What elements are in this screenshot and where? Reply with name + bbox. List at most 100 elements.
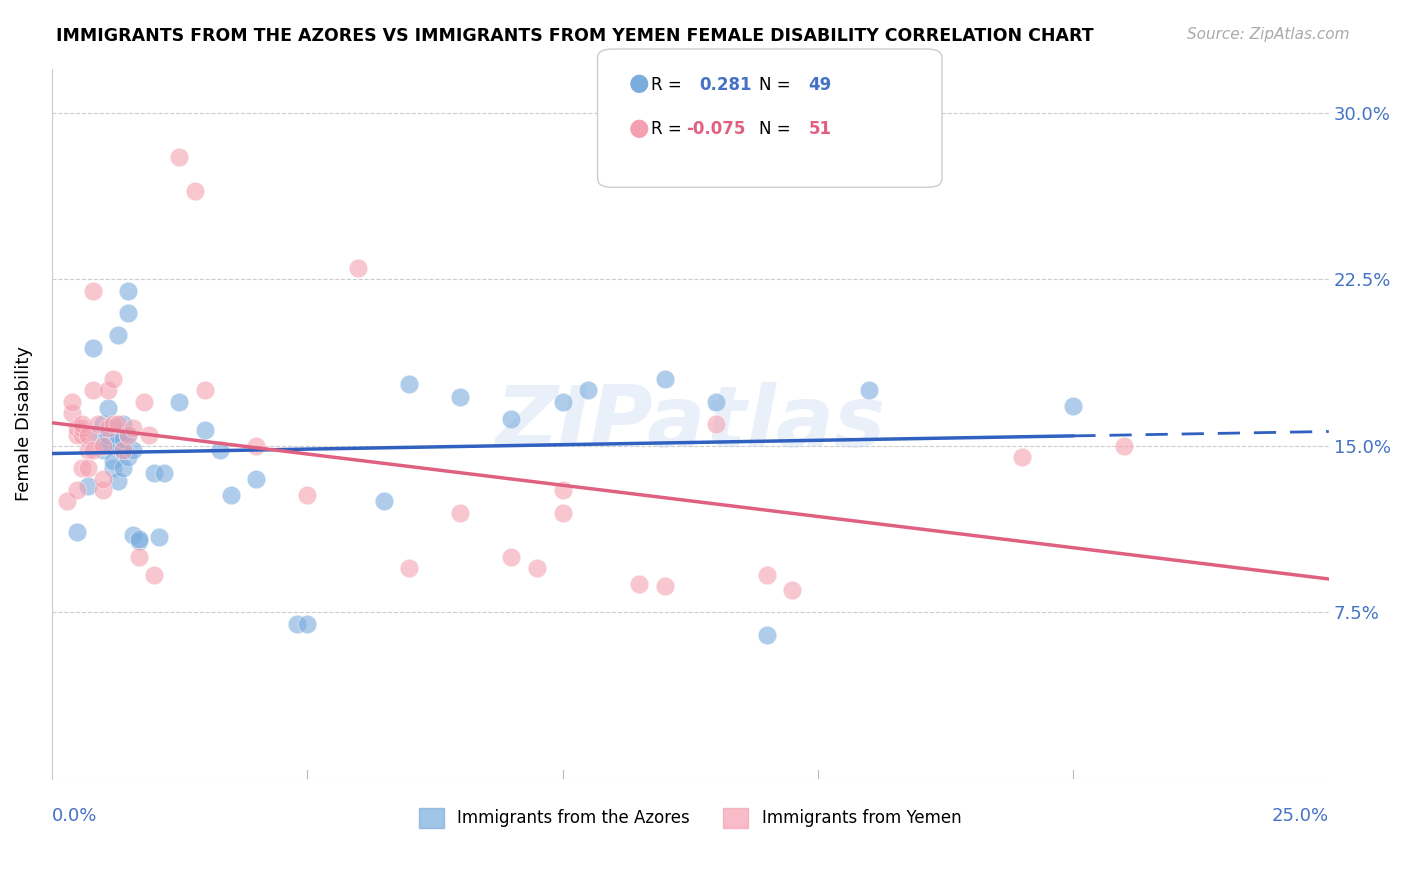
Point <box>117 427 139 442</box>
Point <box>87 427 110 442</box>
Point <box>112 443 135 458</box>
Point <box>704 417 727 431</box>
Text: ●: ● <box>628 116 650 139</box>
Point <box>107 327 129 342</box>
Text: Source: ZipAtlas.com: Source: ZipAtlas.com <box>1187 27 1350 42</box>
Point <box>97 401 120 416</box>
Point <box>209 443 232 458</box>
Point <box>169 394 191 409</box>
Point <box>551 394 574 409</box>
Point <box>91 417 114 431</box>
Point <box>858 384 880 398</box>
Point <box>112 461 135 475</box>
Point <box>755 627 778 641</box>
Point <box>87 417 110 431</box>
Point <box>184 184 207 198</box>
Point <box>782 583 804 598</box>
Point <box>576 384 599 398</box>
Point <box>82 284 104 298</box>
Point <box>72 461 94 475</box>
Point <box>112 432 135 446</box>
Point <box>66 421 89 435</box>
Point <box>101 421 124 435</box>
Point <box>128 549 150 564</box>
Point <box>101 372 124 386</box>
Point <box>245 472 267 486</box>
Point <box>122 527 145 541</box>
Point <box>551 506 574 520</box>
Point <box>654 372 676 386</box>
Point <box>526 561 548 575</box>
Point <box>1011 450 1033 464</box>
Point <box>285 616 308 631</box>
Point <box>66 483 89 498</box>
Point <box>107 439 129 453</box>
Point <box>148 530 170 544</box>
Point <box>76 461 98 475</box>
Point <box>60 406 83 420</box>
Point <box>142 466 165 480</box>
Point <box>117 427 139 442</box>
Point <box>194 384 217 398</box>
Text: IMMIGRANTS FROM THE AZORES VS IMMIGRANTS FROM YEMEN FEMALE DISABILITY CORRELATIO: IMMIGRANTS FROM THE AZORES VS IMMIGRANTS… <box>56 27 1094 45</box>
Text: 25.0%: 25.0% <box>1271 807 1329 825</box>
Point <box>245 439 267 453</box>
Point <box>101 454 124 468</box>
Point <box>628 576 651 591</box>
Point <box>295 616 318 631</box>
Point <box>128 534 150 549</box>
Point <box>97 421 120 435</box>
Point <box>97 384 120 398</box>
Point <box>117 284 139 298</box>
Point <box>654 579 676 593</box>
Point <box>347 261 370 276</box>
Point <box>97 427 120 442</box>
Text: 49: 49 <box>808 76 832 94</box>
Point <box>398 561 420 575</box>
Point <box>142 567 165 582</box>
Point <box>138 427 160 442</box>
Point <box>295 488 318 502</box>
Point <box>755 567 778 582</box>
Point <box>122 421 145 435</box>
Point <box>122 443 145 458</box>
Text: ZIPatlas: ZIPatlas <box>495 382 886 466</box>
Point <box>91 443 114 458</box>
Point <box>117 450 139 464</box>
Point <box>91 439 114 453</box>
Point <box>66 525 89 540</box>
Text: 51: 51 <box>808 120 831 138</box>
Point <box>551 483 574 498</box>
Point <box>82 341 104 355</box>
Point <box>501 549 523 564</box>
Point <box>117 306 139 320</box>
Point <box>398 376 420 391</box>
Text: 0.0%: 0.0% <box>52 807 97 825</box>
Text: N =: N = <box>759 76 796 94</box>
Point <box>128 532 150 546</box>
Point <box>101 461 124 475</box>
Point <box>169 150 191 164</box>
Point <box>72 427 94 442</box>
Point <box>66 427 89 442</box>
Point <box>72 421 94 435</box>
Point <box>76 443 98 458</box>
Text: R =: R = <box>651 76 688 94</box>
Point <box>449 390 471 404</box>
Point <box>107 475 129 489</box>
Point <box>501 412 523 426</box>
Point <box>91 483 114 498</box>
Point <box>1114 439 1136 453</box>
Text: ●: ● <box>628 71 650 95</box>
Y-axis label: Female Disability: Female Disability <box>15 346 32 501</box>
Point <box>56 494 79 508</box>
Point <box>704 394 727 409</box>
Point <box>91 472 114 486</box>
Point <box>107 417 129 431</box>
Point <box>112 417 135 431</box>
Point <box>112 443 135 458</box>
Point <box>60 394 83 409</box>
Point <box>373 494 395 508</box>
Text: N =: N = <box>759 120 796 138</box>
Point <box>97 439 120 453</box>
